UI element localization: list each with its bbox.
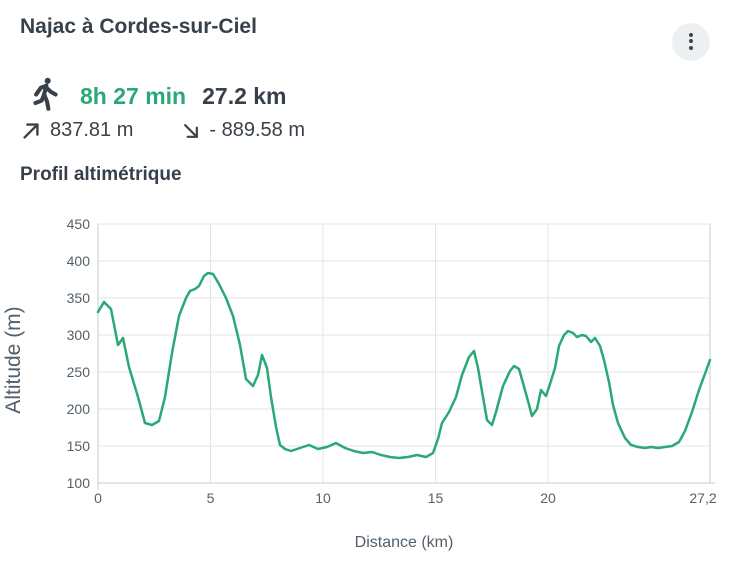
svg-text:200: 200: [67, 401, 91, 417]
svg-text:350: 350: [67, 290, 91, 306]
svg-text:20: 20: [540, 490, 556, 506]
svg-text:450: 450: [67, 216, 91, 232]
svg-text:15: 15: [428, 490, 444, 506]
svg-text:100: 100: [67, 475, 91, 491]
svg-text:400: 400: [67, 253, 91, 269]
svg-text:5: 5: [207, 490, 215, 506]
svg-text:10: 10: [315, 490, 331, 506]
svg-text:150: 150: [67, 438, 91, 454]
svg-text:250: 250: [67, 364, 91, 380]
svg-text:0: 0: [94, 490, 102, 506]
svg-text:300: 300: [67, 327, 91, 343]
svg-text:27,2: 27,2: [689, 490, 716, 506]
